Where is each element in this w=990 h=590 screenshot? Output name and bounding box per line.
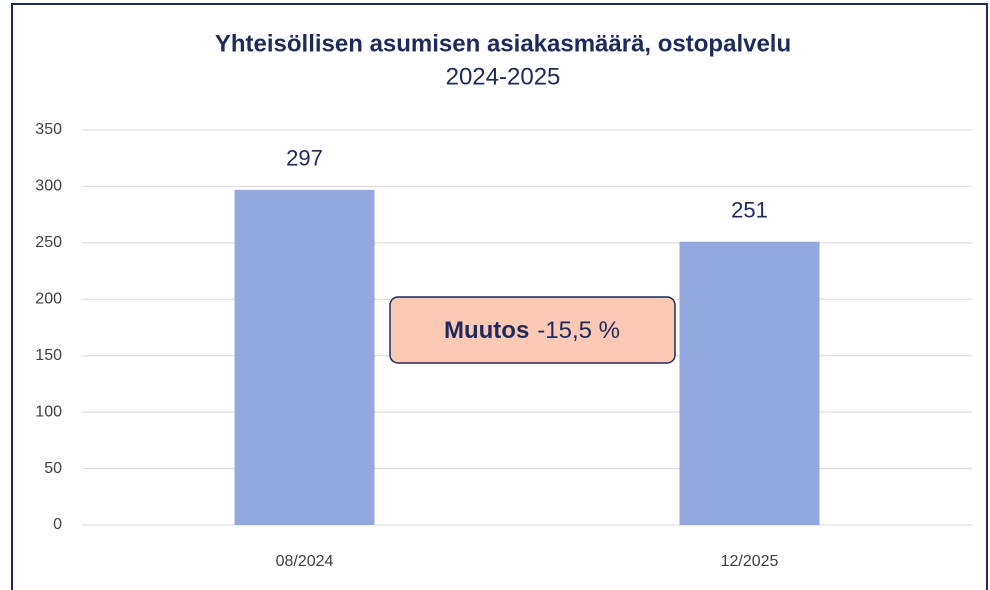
annotation-label: Muutos — [444, 317, 529, 344]
bar — [679, 241, 820, 525]
y-tick-label: 350 — [35, 121, 62, 138]
frame — [11, 3, 988, 590]
chart-subtitle: 2024-2025 — [446, 63, 561, 90]
y-tick-label: 100 — [35, 403, 62, 420]
annotation-text: -15,5 % — [537, 317, 620, 344]
value-label: 297 — [286, 146, 323, 171]
value-label: 251 — [731, 198, 768, 223]
y-tick-label: 0 — [53, 516, 62, 533]
y-tick-label: 50 — [44, 460, 62, 477]
y-tick-label: 300 — [35, 178, 62, 195]
chart-title: Yhteisöllisen asumisen asiakasmäärä, ost… — [215, 30, 791, 57]
y-tick-label: 150 — [35, 347, 62, 364]
y-tick-label: 200 — [35, 291, 62, 308]
annotation: Muutos -15,5 % — [444, 317, 620, 344]
x-tick-label: 08/2024 — [276, 553, 334, 570]
x-tick-label: 12/2025 — [721, 553, 779, 570]
annotation-box — [389, 296, 676, 364]
y-tick-label: 250 — [35, 234, 62, 251]
bar — [234, 189, 375, 526]
